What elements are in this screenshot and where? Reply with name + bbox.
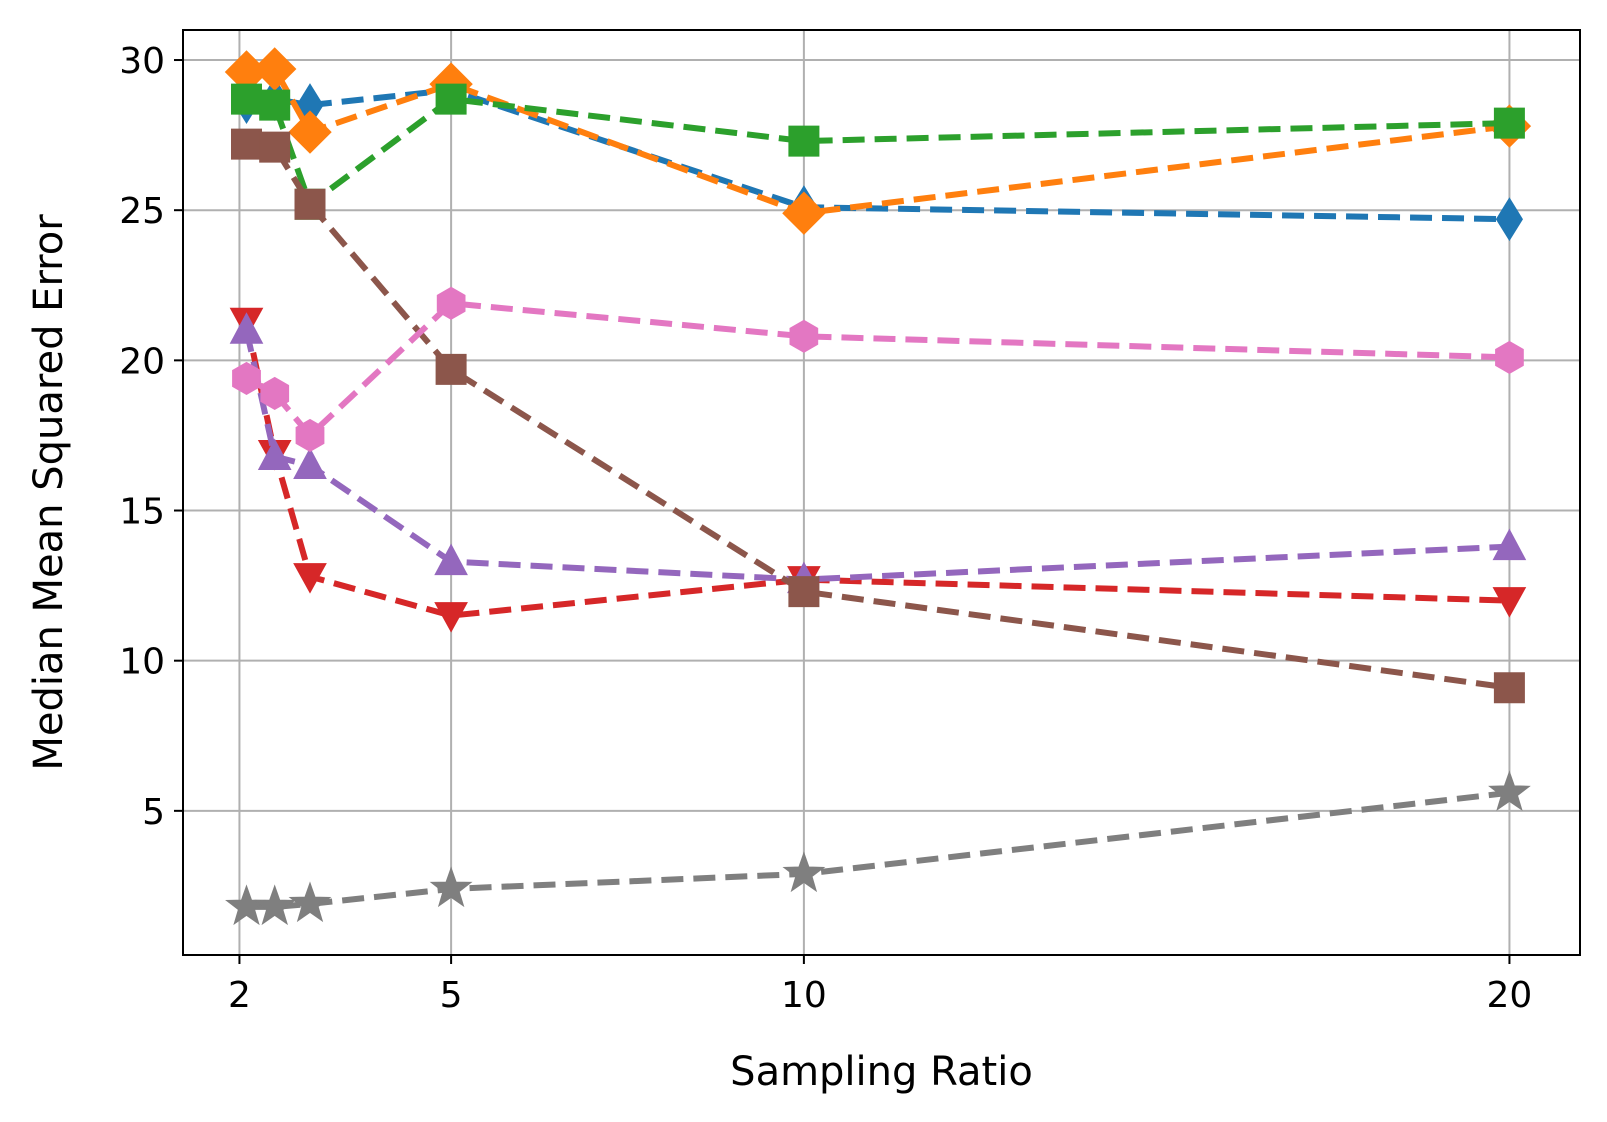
data-point-orange xyxy=(782,191,826,235)
data-point-purple xyxy=(229,312,264,344)
data-point-brown xyxy=(435,353,467,385)
data-point-pink xyxy=(789,319,819,353)
y-tick-label: 10 xyxy=(119,642,165,683)
data-point-gray xyxy=(288,881,332,923)
series-line-green xyxy=(245,96,1510,208)
data-point-purple xyxy=(257,438,292,470)
x-tick-label: 20 xyxy=(1487,975,1533,1016)
y-tick-label: 5 xyxy=(142,792,165,833)
data-point-orange xyxy=(288,110,332,154)
data-point-pink xyxy=(232,361,261,395)
x-axis-label: Sampling Ratio xyxy=(730,1049,1033,1095)
data-point-gray xyxy=(782,851,826,893)
data-point-purple xyxy=(1492,528,1527,561)
data-point-green xyxy=(1493,107,1525,139)
x-tick-label: 5 xyxy=(440,975,463,1016)
y-tick-label: 25 xyxy=(119,191,165,232)
series-gray xyxy=(225,770,1531,926)
series-pink xyxy=(232,286,1524,452)
data-point-pink xyxy=(1495,340,1524,374)
series-line-purple xyxy=(243,329,1510,583)
data-point-green xyxy=(788,125,820,157)
data-point-green xyxy=(259,89,291,121)
data-point-brown xyxy=(231,128,262,160)
data-point-purple xyxy=(293,447,327,479)
data-point-brown xyxy=(1493,672,1525,704)
y-tick-label: 15 xyxy=(119,492,165,533)
plot-frame xyxy=(182,29,1581,956)
series-line-orange xyxy=(246,66,1510,217)
series-line-pink xyxy=(245,300,1510,439)
data-point-gray xyxy=(429,866,473,908)
x-tick-label: 10 xyxy=(781,975,827,1016)
data-point-green xyxy=(231,83,262,115)
data-point-brown xyxy=(294,188,326,220)
y-axis-label: Median Mean Squared Error xyxy=(26,214,72,771)
data-point-gray xyxy=(253,884,297,926)
series-line-brown xyxy=(246,141,1510,691)
series-line-gray xyxy=(246,789,1510,910)
series-layer xyxy=(224,47,1532,926)
data-point-pink xyxy=(260,376,290,410)
series-line-blue xyxy=(246,87,1510,223)
x-tick-label: 2 xyxy=(228,975,251,1016)
grid xyxy=(183,30,1580,955)
data-point-pink xyxy=(295,418,325,452)
data-point-gray xyxy=(1488,770,1531,812)
data-point-red xyxy=(293,563,327,594)
data-point-brown xyxy=(788,576,820,608)
data-point-red xyxy=(1492,587,1527,618)
data-point-purple xyxy=(434,543,468,576)
y-tick-label: 20 xyxy=(119,341,165,382)
data-point-green xyxy=(435,83,467,115)
data-point-blue xyxy=(1495,197,1523,242)
y-tick-label: 30 xyxy=(119,41,165,82)
data-point-pink xyxy=(436,286,466,320)
series-brown xyxy=(231,128,1525,704)
data-point-red xyxy=(434,602,468,633)
data-point-brown xyxy=(259,131,291,163)
